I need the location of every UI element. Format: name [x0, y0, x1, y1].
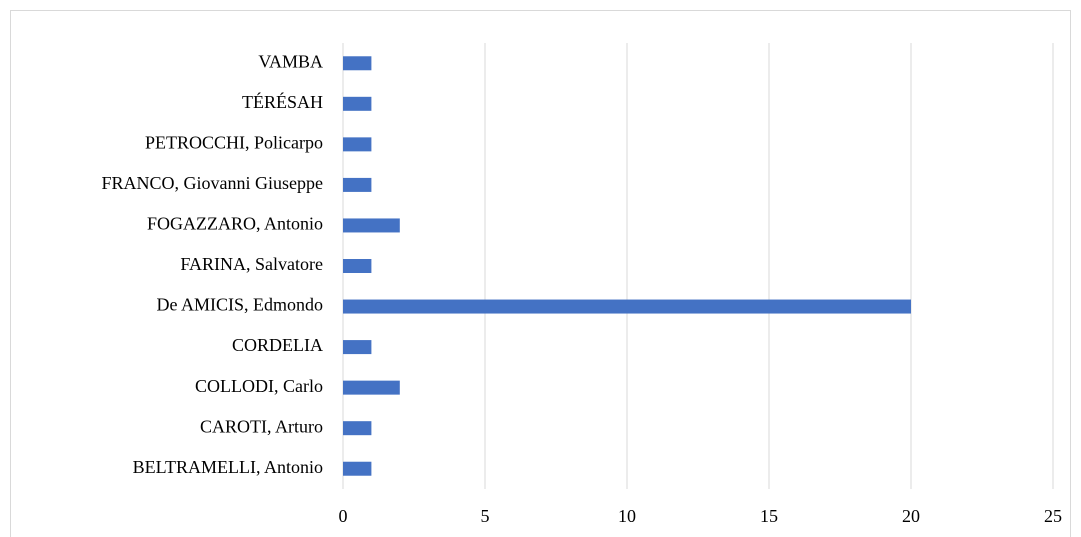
bar [343, 259, 372, 273]
y-tick-label: FRANCO, Giovanni Giuseppe [102, 173, 324, 193]
x-tick-label: 25 [1044, 506, 1062, 526]
y-tick-label: VAMBA [258, 51, 323, 71]
y-tick-label: BELTRAMELLI, Antonio [133, 457, 323, 477]
bar [343, 177, 372, 192]
y-tick-label: TÉRÉSAH [242, 91, 323, 112]
x-tick-label: 5 [481, 506, 490, 526]
y-tick-label: FOGAZZARO, Antonio [147, 214, 323, 234]
bar [343, 218, 400, 233]
bar [343, 96, 372, 111]
y-tick-label: CAROTI, Arturo [200, 416, 323, 436]
y-tick-label: De AMICIS, Edmondo [157, 295, 324, 315]
bar [343, 56, 372, 71]
bar [343, 299, 911, 314]
y-tick-label: PETROCCHI, Policarpo [145, 132, 323, 152]
bar [343, 461, 372, 476]
bar [343, 137, 372, 152]
bar [343, 340, 372, 355]
x-tick-label: 20 [902, 506, 920, 526]
bar [343, 380, 400, 395]
y-tick-label: FARINA, Salvatore [180, 254, 323, 274]
y-tick-label: COLLODI, Carlo [195, 376, 323, 396]
chart-frame [10, 10, 1071, 537]
bar [343, 421, 372, 436]
y-tick-label: CORDELIA [232, 335, 323, 355]
x-tick-label: 10 [618, 506, 636, 526]
x-tick-label: 15 [760, 506, 778, 526]
x-tick-label: 0 [339, 506, 348, 526]
